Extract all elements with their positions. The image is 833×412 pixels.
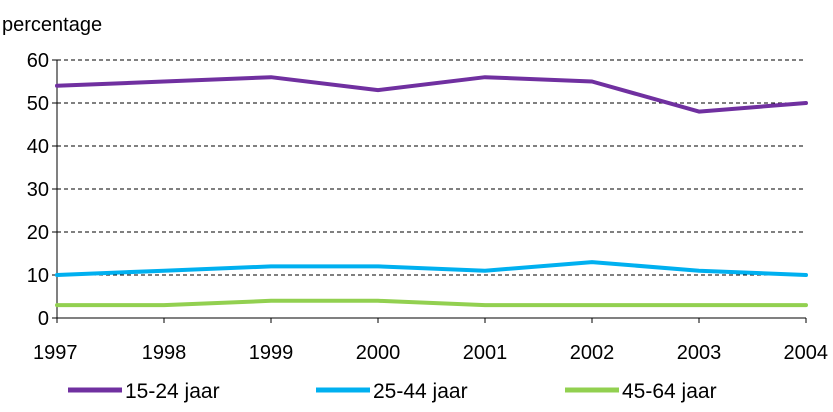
- x-tick-label: 1999: [249, 342, 294, 364]
- y-tick-labels: 0 10 20 30 40 50 60: [27, 50, 49, 330]
- y-tick-label: 0: [38, 308, 49, 330]
- series-lines: [55, 75, 808, 308]
- y-axis-label: percentage: [2, 14, 102, 36]
- legend-item: 45-64 jaar: [565, 380, 717, 403]
- y-tick-label: 60: [27, 50, 49, 72]
- gridlines: [57, 59, 806, 276]
- legend-item: 15-24 jaar: [68, 380, 220, 403]
- y-tick-label: 40: [27, 136, 49, 158]
- legend-item: 25-44 jaar: [316, 380, 468, 403]
- y-tick-label: 50: [27, 93, 49, 115]
- y-tick-label: 30: [27, 179, 49, 201]
- legend: 15-24 jaar 25-44 jaar 45-64 jaar: [68, 380, 717, 403]
- legend-label: 15-24 jaar: [125, 380, 220, 403]
- axes: [52, 59, 807, 323]
- x-tick-label: 1998: [142, 342, 187, 364]
- y-tick-label: 20: [27, 222, 49, 244]
- y-tick-label: 10: [27, 265, 49, 287]
- x-tick-label: 2003: [677, 342, 722, 364]
- x-tick-label: 2002: [570, 342, 615, 364]
- x-tick-labels: 1997 1998 1999 2000 2001 2002 2003 2004: [33, 342, 828, 364]
- series-line-3: [55, 298, 808, 308]
- x-tick-label: 2000: [356, 342, 401, 364]
- x-tick-label: 2001: [463, 342, 508, 364]
- legend-label: 45-64 jaar: [622, 380, 717, 403]
- legend-label: 25-44 jaar: [373, 380, 468, 403]
- x-tick-label: 2004: [784, 342, 829, 364]
- x-tick-label: 1997: [33, 342, 78, 364]
- series-line-1: [55, 75, 808, 114]
- series-line-2: [55, 260, 808, 277]
